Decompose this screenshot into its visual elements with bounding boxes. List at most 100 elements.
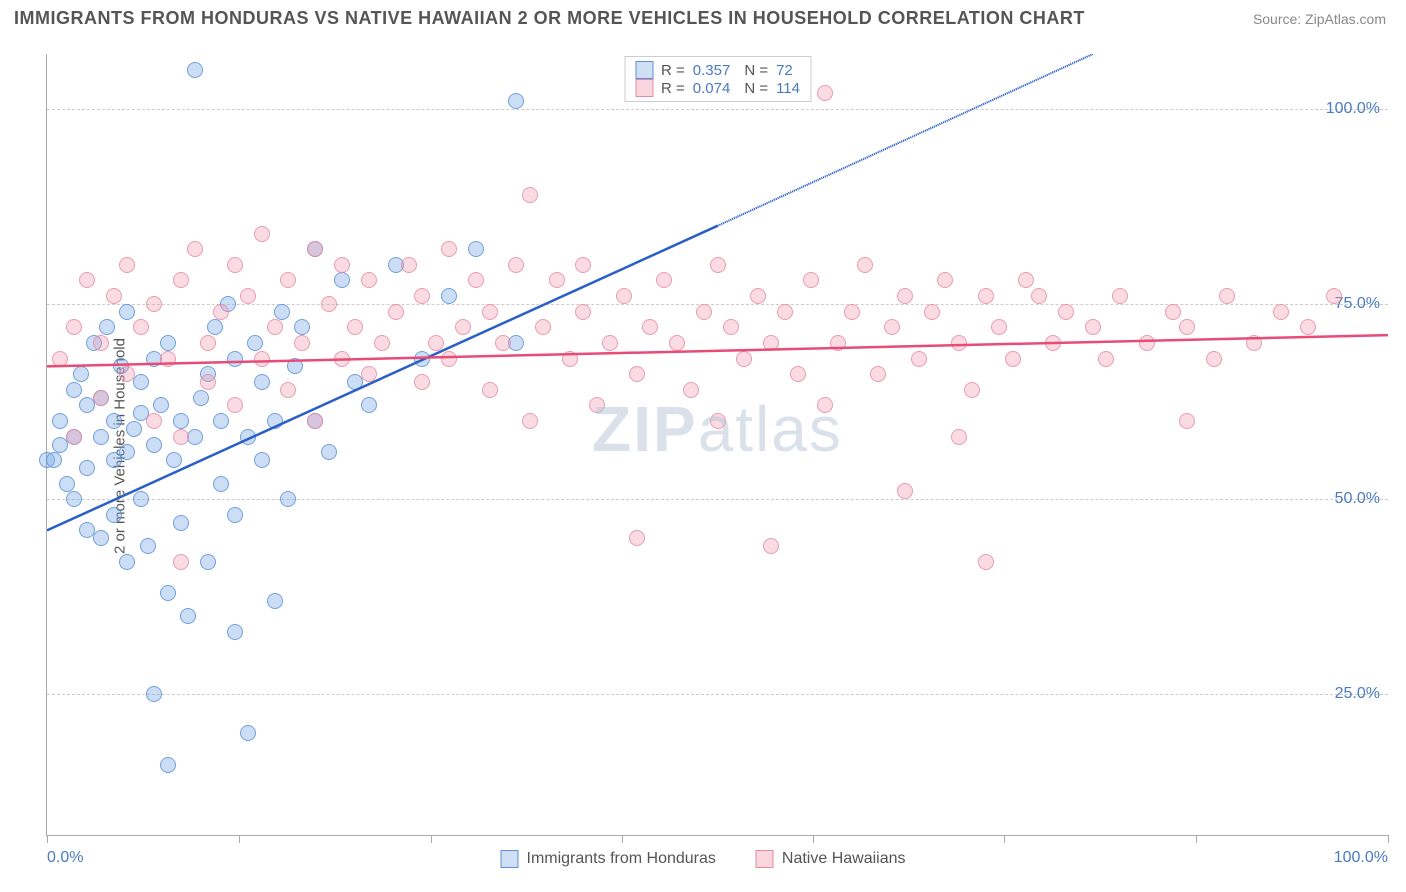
hawaiian-point (227, 397, 243, 413)
source-label: Source: ZipAtlas.com (1253, 11, 1386, 27)
hawaiian-point (1179, 319, 1195, 335)
hawaiian-point (710, 257, 726, 273)
honduras-point (119, 304, 135, 320)
hawaiian-point (1085, 319, 1101, 335)
hawaiian-point (1273, 304, 1289, 320)
hawaiian-point (361, 272, 377, 288)
honduras-point (294, 319, 310, 335)
honduras-point (267, 593, 283, 609)
hawaiian-point (347, 319, 363, 335)
legend-series-label: Immigrants from Honduras (527, 850, 716, 868)
chart-title: IMMIGRANTS FROM HONDURAS VS NATIVE HAWAI… (14, 8, 1085, 29)
hawaiian-point (441, 241, 457, 257)
hawaiian-point (79, 272, 95, 288)
honduras-point (133, 374, 149, 390)
hawaiian-point (589, 397, 605, 413)
hawaiian-point (213, 304, 229, 320)
x-tick (431, 835, 432, 843)
honduras-point (59, 476, 75, 492)
hawaiian-point (817, 85, 833, 101)
hawaiian-point (468, 272, 484, 288)
hawaiian-point (1179, 413, 1195, 429)
hawaiian-point (173, 272, 189, 288)
honduras-point (414, 351, 430, 367)
hawaiian-point (683, 382, 699, 398)
honduras-point (227, 351, 243, 367)
x-axis-max-label: 100.0% (1334, 849, 1388, 867)
hawaiian-point (857, 257, 873, 273)
honduras-point (173, 515, 189, 531)
hawaiian-point (280, 382, 296, 398)
legend-correlation-row: R =0.074N = 114 (635, 79, 800, 97)
legend-swatch (635, 79, 653, 97)
honduras-point (160, 757, 176, 773)
hawaiian-point (763, 538, 779, 554)
honduras-point (321, 444, 337, 460)
hawaiian-point (1165, 304, 1181, 320)
honduras-point (254, 374, 270, 390)
hawaiian-point (522, 413, 538, 429)
hawaiian-point (884, 319, 900, 335)
hawaiian-point (106, 288, 122, 304)
honduras-point (240, 429, 256, 445)
honduras-point (160, 585, 176, 601)
hawaiian-point (696, 304, 712, 320)
hawaiian-point (93, 335, 109, 351)
honduras-point (106, 507, 122, 523)
hawaiian-point (951, 335, 967, 351)
hawaiian-point (187, 241, 203, 257)
gridline (47, 109, 1388, 110)
n-label: N = (744, 62, 768, 79)
hawaiian-point (160, 351, 176, 367)
hawaiian-point (240, 288, 256, 304)
hawaiian-point (991, 319, 1007, 335)
honduras-point (254, 452, 270, 468)
honduras-point (361, 397, 377, 413)
honduras-point (173, 413, 189, 429)
hawaiian-point (642, 319, 658, 335)
hawaiian-point (911, 351, 927, 367)
honduras-point (267, 413, 283, 429)
hawaiian-point (937, 272, 953, 288)
n-label: N = (744, 80, 768, 97)
x-tick (239, 835, 240, 843)
honduras-point (106, 413, 122, 429)
hawaiian-point (575, 257, 591, 273)
hawaiian-point (830, 335, 846, 351)
hawaiian-point (736, 351, 752, 367)
hawaiian-point (897, 288, 913, 304)
hawaiian-point (173, 554, 189, 570)
hawaiian-point (66, 319, 82, 335)
hawaiian-point (1219, 288, 1235, 304)
honduras-point (119, 444, 135, 460)
hawaiian-point (575, 304, 591, 320)
hawaiian-point (428, 335, 444, 351)
r-value: 0.357 (693, 62, 731, 79)
x-tick (813, 835, 814, 843)
honduras-point (146, 437, 162, 453)
hawaiian-point (321, 296, 337, 312)
hawaiian-point (93, 390, 109, 406)
hawaiian-point (777, 304, 793, 320)
x-tick (1004, 835, 1005, 843)
hawaiian-point (656, 272, 672, 288)
hawaiian-point (482, 304, 498, 320)
hawaiian-point (1018, 272, 1034, 288)
x-tick (622, 835, 623, 843)
hawaiian-point (173, 429, 189, 445)
honduras-point (160, 335, 176, 351)
hawaiian-point (1246, 335, 1262, 351)
hawaiian-point (508, 257, 524, 273)
hawaiian-point (723, 319, 739, 335)
hawaiian-point (401, 257, 417, 273)
legend-series-item: Immigrants from Honduras (501, 850, 716, 868)
honduras-point (146, 686, 162, 702)
hawaiian-point (119, 366, 135, 382)
honduras-point (153, 397, 169, 413)
honduras-point (46, 452, 62, 468)
hawaiian-point (294, 335, 310, 351)
honduras-point (207, 319, 223, 335)
honduras-point (79, 460, 95, 476)
hawaiian-point (549, 272, 565, 288)
hawaiian-point (522, 187, 538, 203)
